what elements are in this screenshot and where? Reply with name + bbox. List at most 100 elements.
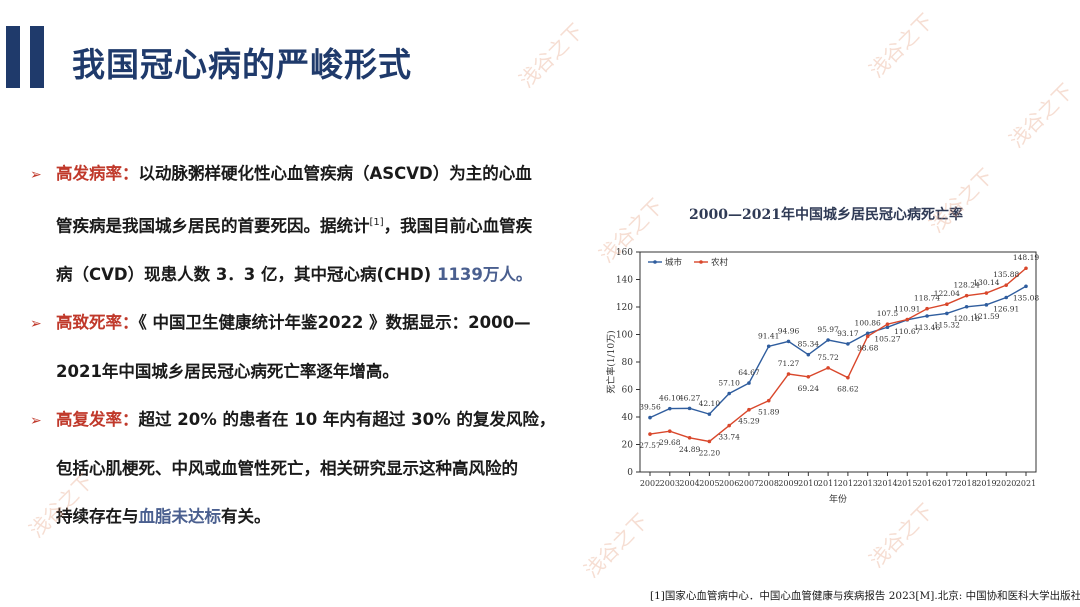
bullet-recurrence: ➢ 高复发率：超过 20% 的患者在 10 年内有超过 30% 的复发风险， 包括…: [30, 396, 590, 541]
y-tick-label: 140: [616, 276, 633, 286]
x-tick-label: 2003: [660, 479, 680, 488]
x-tick-label: 2010: [798, 479, 818, 488]
y-tick-label: 160: [616, 248, 633, 258]
y-tick-label: 120: [616, 303, 633, 313]
mortality-chart: 0 20 40 60 80 100 120 140 160 2002 2003 2004 2005 200…: [596, 196, 1056, 526]
x-tick-label: 2002: [640, 479, 660, 488]
x-tick-label: 2008: [759, 479, 779, 488]
bullet-text: 管疾病是我国城乡居民的首要死因。据统计: [56, 216, 370, 236]
data-point: [727, 391, 731, 396]
data-point: [786, 372, 791, 376]
data-point: [846, 375, 850, 380]
data-label: 22.20: [699, 448, 721, 457]
data-label: 93.17: [837, 329, 859, 338]
data-label: 69.24: [798, 384, 820, 393]
data-point: [964, 304, 969, 309]
series-line-rural: [649, 267, 1027, 443]
data-label: 85.34: [798, 340, 820, 349]
highlight-text: 1139万人。: [436, 264, 533, 284]
data-label: 122.04: [934, 289, 960, 298]
data-point: [687, 435, 692, 440]
x-tick-label: 2013: [858, 479, 878, 488]
y-axis-label: 死亡率(1/10万): [605, 330, 617, 393]
data-label: 120.18: [954, 314, 980, 323]
x-tick-label: 2014: [877, 479, 897, 488]
x-tick-label: 2004: [679, 479, 699, 488]
citation-ref: [1]: [369, 217, 384, 228]
bullet-text: 超过 20% 的患者在 10 年内有超过 30% 的复发风险，: [138, 409, 556, 429]
data-point: [806, 352, 811, 357]
bullet-label: 高复发率：: [56, 409, 139, 429]
data-label: 135.88: [993, 270, 1019, 279]
data-point: [747, 407, 751, 412]
data-label: 118.74: [914, 294, 940, 303]
x-axis-label: 年份: [829, 493, 847, 505]
data-label: 113.46: [914, 323, 940, 332]
data-label: 51.89: [758, 408, 780, 417]
arrow-icon: ➢: [30, 167, 42, 183]
y-tick-label: 60: [622, 386, 634, 396]
data-point: [806, 374, 811, 379]
data-label: 46.27: [679, 393, 701, 402]
data-label: 110.91: [894, 304, 920, 313]
data-point: [885, 322, 890, 326]
data-point: [984, 303, 989, 307]
x-tick-label: 2019: [976, 479, 996, 488]
legend-marker: [653, 260, 657, 264]
x-tick-label: 2020: [996, 479, 1016, 488]
bullet-text: 包括心肌梗死、中风或血管性死亡，相关研究显示这种高风险的: [56, 458, 518, 478]
data-point: [964, 293, 969, 298]
data-label: 115.32: [934, 320, 960, 329]
title-accent-bar-left: [6, 26, 20, 88]
bullet-text: 有关。: [221, 506, 271, 526]
watermark: 浅谷之下: [1004, 78, 1078, 153]
data-point: [945, 302, 949, 306]
bullet-text: ，我国目前心血管疾: [383, 216, 533, 236]
y-tick-label: 80: [622, 358, 634, 368]
data-label: 94.96: [778, 326, 800, 335]
data-label: 126.91: [993, 304, 1019, 313]
data-label: 91.41: [758, 331, 779, 340]
data-label: 135.08: [1013, 293, 1039, 302]
y-tick-label: 0: [627, 468, 633, 478]
bullet-list: ➢ 高发病率：以动脉粥样硬化性心血管疾病（ASCVD）为主的心血 管疾病是我国城乡…: [30, 150, 590, 541]
data-label: 42.10: [699, 399, 721, 408]
arrow-icon: ➢: [30, 315, 42, 332]
data-point: [945, 311, 949, 316]
data-point: [865, 334, 870, 339]
data-point: [727, 423, 731, 428]
y-tick-label: 40: [622, 413, 634, 423]
x-tick-label: 2007: [739, 479, 759, 488]
bullet-label: 高致死率：: [56, 312, 139, 332]
data-point: [1024, 266, 1028, 271]
x-tick-label: 2017: [937, 479, 957, 488]
legend-label: 城市: [665, 257, 683, 268]
bullet-text: 持续存在与: [56, 506, 139, 526]
legend-marker: [699, 260, 703, 264]
series-line-urban: [649, 285, 1027, 419]
data-label: 45.29: [738, 417, 760, 426]
data-point: [905, 317, 910, 322]
x-tick-label: 2016: [917, 479, 937, 488]
bullet-incidence: ➢ 高发病率：以动脉粥样硬化性心血管疾病（ASCVD）为主的心血 管疾病是我国城乡…: [30, 150, 590, 299]
data-point: [667, 406, 672, 411]
y-tick-label: 20: [622, 441, 634, 451]
data-point: [1024, 284, 1028, 289]
data-point: [786, 339, 791, 344]
data-label: 39.56: [639, 403, 661, 412]
data-point: [984, 291, 989, 295]
y-tick-label: 100: [616, 331, 633, 341]
data-label: 98.68: [857, 343, 879, 352]
bullet-mortality: ➢ 高致死率：《 中国卫生健康统计年鉴2022 》数据显示：2000— 2021年…: [30, 299, 590, 396]
data-label: 24.89: [679, 445, 701, 454]
data-point: [747, 381, 751, 385]
x-tick-label: 2006: [719, 479, 739, 488]
x-tick-label: 2021: [1016, 479, 1036, 488]
data-label: 110.67: [894, 327, 920, 336]
bullet-text: 以动脉粥样硬化性心血管疾病（ASCVD）为主的心血: [138, 164, 532, 183]
data-label: 121.59: [973, 312, 999, 321]
x-tick-label: 2009: [778, 479, 798, 488]
data-point: [885, 325, 890, 330]
bullet-text: 病（CVD）现患人数 3．3 亿，其中冠心病(CHD): [56, 264, 437, 284]
data-point: [826, 366, 830, 370]
